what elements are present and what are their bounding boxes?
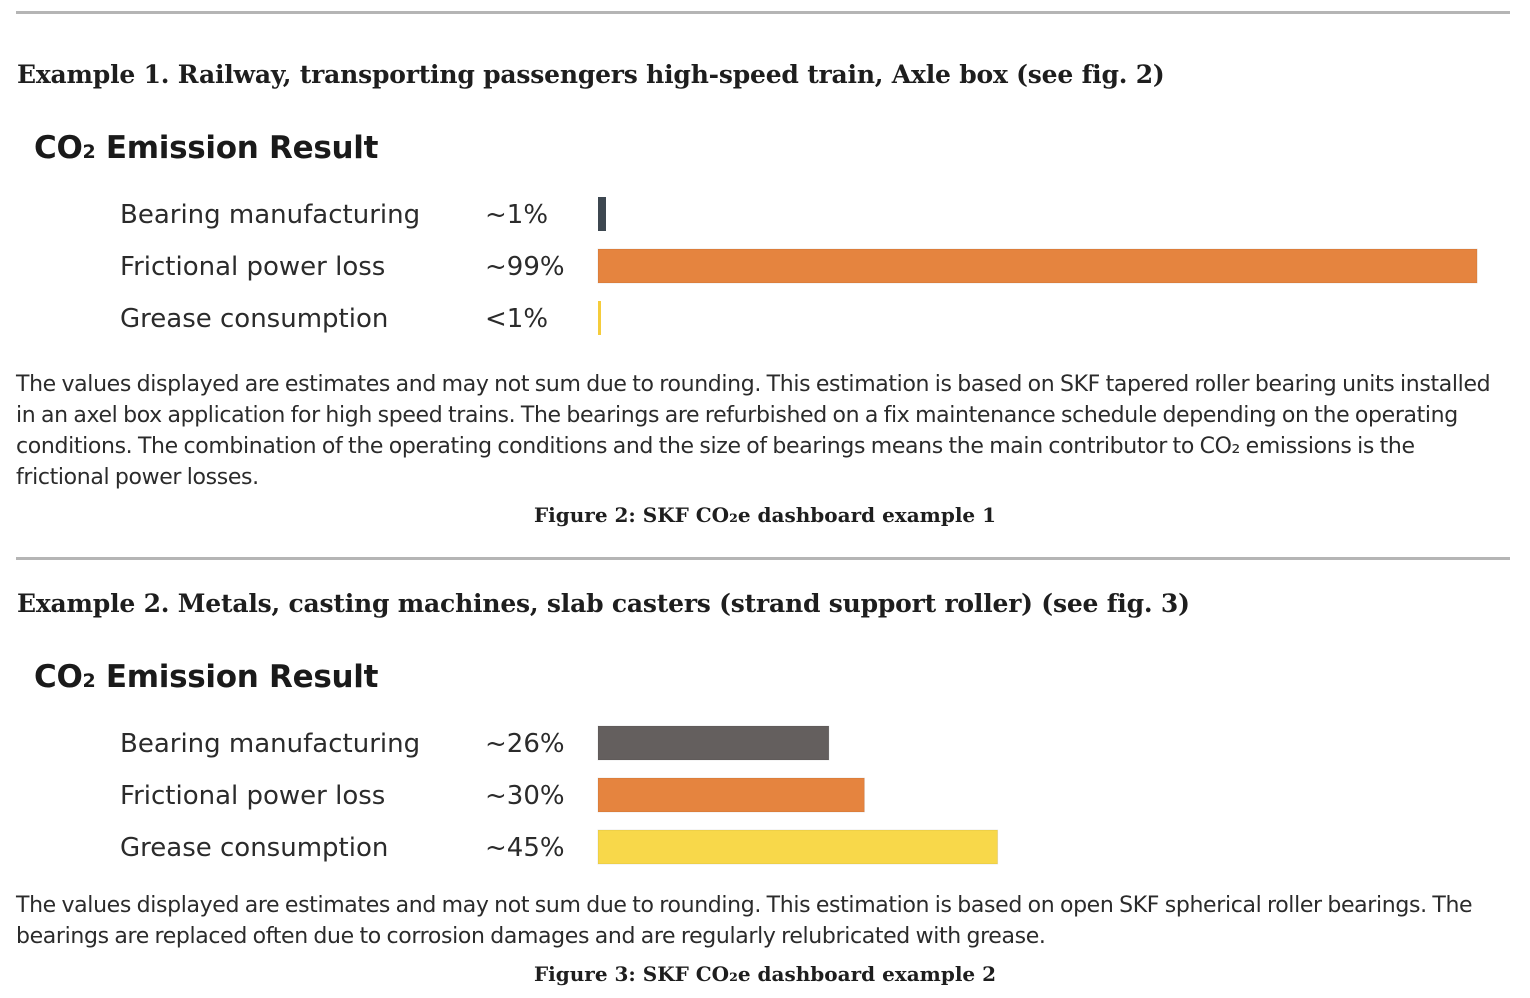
value-label: ~1% bbox=[485, 200, 548, 230]
example-1-heading: Example 1. Railway, transporting passeng… bbox=[17, 60, 1165, 89]
value-label: ~30% bbox=[485, 781, 565, 811]
bar bbox=[597, 725, 830, 761]
chart-1-title-rest: Emission Result bbox=[95, 130, 379, 166]
chart-2-title: CO2 Emission Result bbox=[34, 659, 378, 695]
category-label: Grease consumption bbox=[120, 304, 388, 334]
chart-2-title-rest: Emission Result bbox=[95, 659, 379, 695]
category-label: Bearing manufacturing bbox=[120, 729, 420, 759]
emission-bar-chart-1: Bearing manufacturing ~1% Frictional power… bbox=[120, 197, 1478, 335]
category-label: Bearing manufacturing bbox=[120, 200, 420, 230]
value-label: ~45% bbox=[485, 833, 565, 863]
bar bbox=[597, 777, 865, 813]
top-divider bbox=[16, 11, 1510, 14]
chart-1-title-main: CO bbox=[34, 130, 83, 166]
figure-2-caption: Figure 2: SKF CO₂e dashboard example 1 bbox=[533, 503, 997, 527]
chart-1-title: CO2 Emission Result bbox=[34, 130, 378, 166]
example-2-heading: Example 2. Metals, casting machines, sla… bbox=[17, 589, 1190, 618]
chart-2-title-subscript: 2 bbox=[82, 670, 96, 692]
value-label: <1% bbox=[485, 304, 548, 334]
category-label: Frictional power loss bbox=[120, 252, 385, 282]
emission-bar-chart-2: Bearing manufacturing ~26% Frictional powe… bbox=[120, 725, 999, 865]
category-label: Grease consumption bbox=[120, 833, 388, 863]
bar bbox=[598, 301, 601, 335]
middle-divider bbox=[16, 557, 1510, 560]
value-label: ~99% bbox=[485, 252, 565, 282]
figure-3-caption: Figure 3: SKF CO₂e dashboard example 2 bbox=[533, 962, 997, 986]
chart-2-title-main: CO bbox=[34, 659, 83, 695]
category-label: Frictional power loss bbox=[120, 781, 385, 811]
bar bbox=[597, 248, 1478, 284]
example-2-note: The values displayed are estimates and m… bbox=[16, 893, 1473, 949]
example-1-note: The values displayed are estimates and m… bbox=[16, 372, 1491, 490]
bar bbox=[598, 197, 606, 231]
chart-1-title-subscript: 2 bbox=[82, 141, 96, 163]
value-label: ~26% bbox=[485, 729, 565, 759]
bar bbox=[597, 829, 999, 865]
